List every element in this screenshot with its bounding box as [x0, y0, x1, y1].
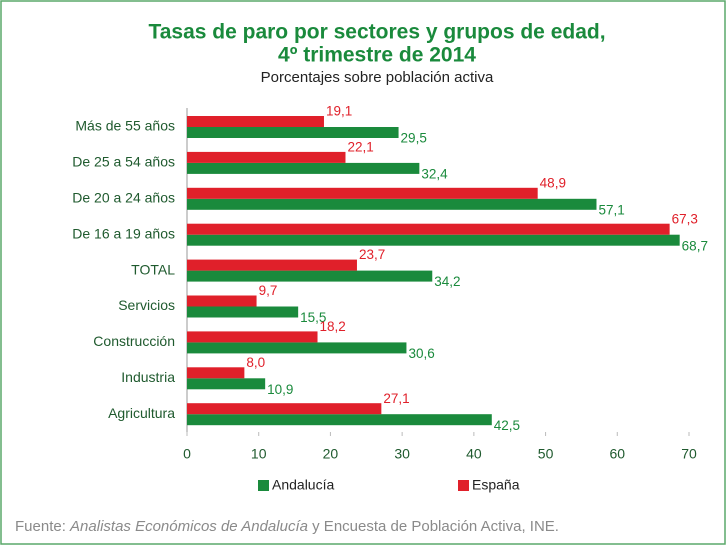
x-tick-label: 70 — [681, 446, 697, 462]
bar — [187, 295, 257, 307]
value-label: 68,7 — [682, 238, 708, 253]
source-suffix: y Encuesta de Población Activa, INE. — [312, 518, 559, 535]
source: Fuente: Analistas Económicos de Andalucí… — [15, 518, 559, 535]
value-label: 18,2 — [320, 319, 346, 334]
chart-title: 4º trimestre de 2014 — [278, 44, 476, 67]
value-label: 32,4 — [421, 166, 448, 181]
bar — [187, 367, 245, 379]
x-tick-label: 40 — [466, 446, 482, 462]
source-prefix: Fuente: — [15, 518, 66, 535]
x-tick-label: 30 — [394, 446, 410, 462]
category-label: Construcción — [93, 333, 175, 349]
x-tick-label: 10 — [251, 446, 267, 462]
bar — [187, 234, 680, 246]
source-italic: Analistas Económicos de Andalucía — [70, 518, 308, 535]
value-label: 22,1 — [347, 139, 373, 154]
bar — [187, 127, 399, 138]
x-tick-label: 60 — [609, 446, 625, 462]
bar — [187, 151, 346, 163]
bar — [187, 403, 382, 415]
bar — [187, 162, 420, 174]
bar — [187, 414, 492, 426]
x-tick-label: 0 — [183, 446, 191, 462]
category-label: De 16 a 19 años — [72, 225, 175, 241]
legend-swatch — [258, 480, 269, 491]
value-label: 23,7 — [359, 247, 385, 262]
category-label: De 20 a 24 años — [72, 190, 175, 206]
category-label: Más de 55 años — [75, 118, 175, 134]
value-label: 8,0 — [246, 355, 265, 370]
bar — [187, 306, 299, 318]
x-tick-label: 20 — [323, 446, 339, 462]
category-label: Industria — [121, 369, 175, 385]
legend-swatch — [458, 480, 469, 491]
value-label: 57,1 — [598, 202, 624, 217]
bar — [187, 270, 433, 282]
value-label: 48,9 — [540, 175, 566, 190]
value-label: 29,5 — [401, 131, 427, 146]
bar — [187, 331, 318, 343]
bar — [187, 259, 357, 271]
value-label: 34,2 — [434, 274, 460, 289]
value-label: 42,5 — [494, 418, 520, 433]
value-label: 10,9 — [267, 382, 293, 397]
bar — [187, 223, 670, 235]
bar — [187, 198, 597, 210]
bar — [187, 187, 538, 199]
value-label: 19,1 — [326, 104, 352, 119]
bar — [187, 378, 266, 390]
chart-subtitle: Porcentajes sobre población activa — [261, 69, 494, 86]
category-label: Agricultura — [108, 405, 175, 421]
category-label: TOTAL — [131, 261, 175, 277]
category-label: De 25 a 54 años — [72, 154, 175, 170]
bar — [187, 342, 407, 354]
bar — [187, 116, 324, 127]
value-label: 15,5 — [300, 310, 326, 325]
chart-title: Tasas de paro por sectores y grupos de e… — [148, 21, 605, 44]
x-tick-label: 50 — [538, 446, 554, 462]
value-label: 30,6 — [408, 346, 434, 361]
legend-label: Andalucía — [272, 477, 334, 493]
legend-label: España — [472, 477, 520, 493]
value-label: 9,7 — [259, 283, 278, 298]
value-label: 27,1 — [383, 391, 409, 406]
category-label: Servicios — [118, 297, 175, 313]
value-label: 67,3 — [672, 211, 698, 226]
